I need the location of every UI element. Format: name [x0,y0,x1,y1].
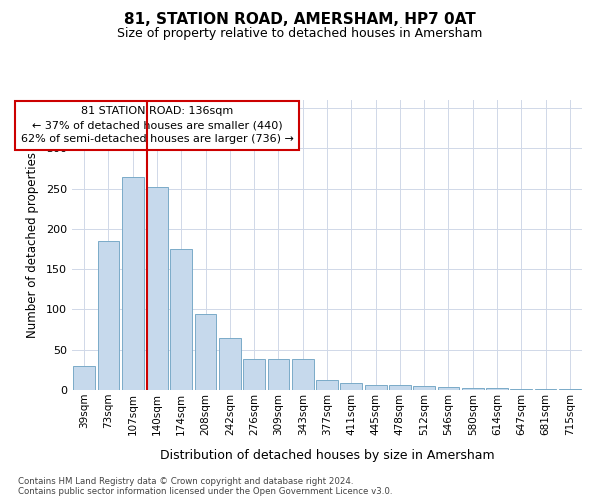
Text: Distribution of detached houses by size in Amersham: Distribution of detached houses by size … [160,448,494,462]
Bar [462,388,484,390]
Bar [535,389,556,390]
Text: 81 STATION ROAD: 136sqm
← 37% of detached houses are smaller (440)
62% of semi-d: 81 STATION ROAD: 136sqm ← 37% of detache… [20,106,293,144]
Bar [389,385,411,390]
Bar [340,383,362,390]
Text: Contains public sector information licensed under the Open Government Licence v3: Contains public sector information licen… [18,487,392,496]
Bar [486,388,508,390]
Bar [292,360,314,390]
Bar [511,389,532,390]
Bar [122,176,143,390]
Bar [413,386,435,390]
Bar [316,380,338,390]
Bar [170,249,192,390]
Text: 81, STATION ROAD, AMERSHAM, HP7 0AT: 81, STATION ROAD, AMERSHAM, HP7 0AT [124,12,476,28]
Bar [268,360,289,390]
Bar [437,387,460,390]
Text: Contains HM Land Registry data © Crown copyright and database right 2024.: Contains HM Land Registry data © Crown c… [18,477,353,486]
Text: Size of property relative to detached houses in Amersham: Size of property relative to detached ho… [118,28,482,40]
Bar [559,389,581,390]
Bar [243,360,265,390]
Bar [146,187,168,390]
Bar [97,241,119,390]
Y-axis label: Number of detached properties: Number of detached properties [26,152,39,338]
Bar [73,366,95,390]
Bar [219,338,241,390]
Bar [365,385,386,390]
Bar [194,314,217,390]
